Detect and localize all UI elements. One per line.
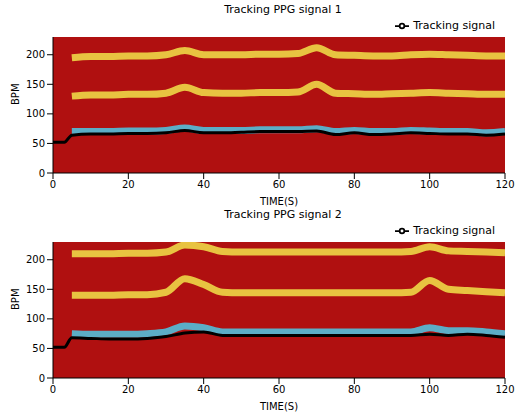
html-text:Tracking PPG signal 1: Tracking PPG signal 1 — [224, 3, 342, 16]
svg-text:40: 40 — [197, 384, 210, 395]
svg-text:200: 200 — [26, 254, 45, 265]
svg-text:150: 150 — [26, 284, 45, 295]
svg-text:0: 0 — [39, 373, 45, 384]
svg-text:50: 50 — [32, 138, 45, 149]
html-text:Tracking PPG signal 2: Tracking PPG signal 2 — [224, 208, 342, 221]
svg-text:100: 100 — [26, 313, 45, 324]
svg-text:120: 120 — [495, 384, 514, 395]
svg-text:200: 200 — [26, 49, 45, 60]
html-text:Tracking signal: Tracking signal — [413, 19, 495, 32]
svg-text:50: 50 — [32, 343, 45, 354]
svg-text:40: 40 — [197, 179, 210, 190]
svg-text:BPM: BPM — [10, 83, 21, 105]
svg-text:80: 80 — [348, 384, 361, 395]
svg-text:80: 80 — [348, 179, 361, 190]
svg-text:60: 60 — [273, 384, 286, 395]
svg-text:20: 20 — [122, 384, 135, 395]
svg-text:0: 0 — [50, 384, 56, 395]
svg-text:BPM: BPM — [10, 288, 21, 310]
svg-text:120: 120 — [495, 179, 514, 190]
svg-text:TIME(S): TIME(S) — [259, 401, 298, 412]
svg-text:20: 20 — [122, 179, 135, 190]
svg-text:TIME(S): TIME(S) — [259, 196, 298, 207]
svg-text:100: 100 — [420, 384, 439, 395]
svg-text:0: 0 — [50, 179, 56, 190]
svg-text:150: 150 — [26, 79, 45, 90]
svg-text:100: 100 — [420, 179, 439, 190]
html-text:Tracking signal: Tracking signal — [413, 224, 495, 237]
svg-text:60: 60 — [273, 179, 286, 190]
svg-text:100: 100 — [26, 108, 45, 119]
svg-text:0: 0 — [39, 168, 45, 179]
